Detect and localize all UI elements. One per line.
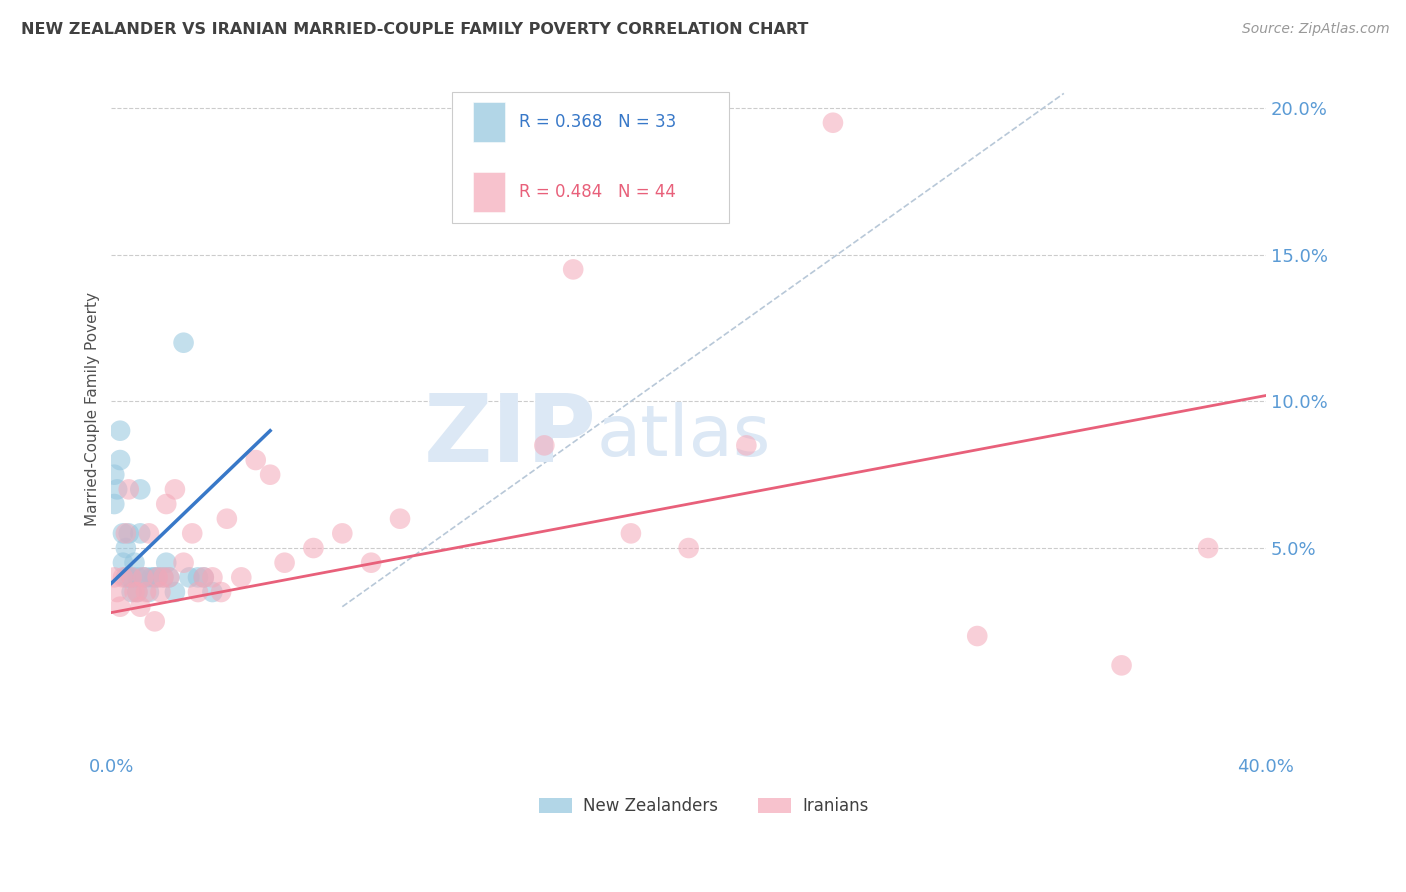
- Point: [152, 570, 174, 584]
- Point: [1197, 541, 1219, 555]
- Point: [129, 599, 152, 614]
- Point: [302, 541, 325, 555]
- Point: [127, 585, 149, 599]
- Point: [146, 570, 169, 584]
- Point: [121, 570, 143, 584]
- Point: [821, 116, 844, 130]
- Point: [966, 629, 988, 643]
- Point: [155, 497, 177, 511]
- Point: [118, 483, 141, 497]
- Point: [149, 585, 172, 599]
- Point: [108, 424, 131, 438]
- Point: [533, 438, 555, 452]
- Point: [181, 526, 204, 541]
- Point: [163, 483, 186, 497]
- Point: [1111, 658, 1133, 673]
- Point: [103, 570, 125, 584]
- Point: [111, 556, 134, 570]
- Text: Iranians: Iranians: [803, 797, 869, 814]
- Point: [138, 585, 160, 599]
- Point: [259, 467, 281, 482]
- Point: [187, 585, 209, 599]
- Point: [138, 526, 160, 541]
- Point: [620, 526, 643, 541]
- Point: [163, 585, 186, 599]
- Point: [105, 483, 128, 497]
- Text: New Zealanders: New Zealanders: [583, 797, 718, 814]
- FancyBboxPatch shape: [472, 172, 505, 212]
- Point: [121, 570, 143, 584]
- Point: [201, 570, 224, 584]
- Point: [187, 570, 209, 584]
- Point: [135, 570, 157, 584]
- Point: [735, 438, 758, 452]
- Point: [118, 526, 141, 541]
- Point: [143, 615, 166, 629]
- Point: [135, 585, 157, 599]
- Point: [245, 453, 267, 467]
- Y-axis label: Married-Couple Family Poverty: Married-Couple Family Poverty: [86, 292, 100, 525]
- Point: [215, 512, 238, 526]
- Text: NEW ZEALANDER VS IRANIAN MARRIED-COUPLE FAMILY POVERTY CORRELATION CHART: NEW ZEALANDER VS IRANIAN MARRIED-COUPLE …: [21, 22, 808, 37]
- FancyBboxPatch shape: [538, 798, 572, 814]
- Text: ZIP: ZIP: [423, 391, 596, 483]
- Point: [132, 570, 155, 584]
- Point: [124, 556, 146, 570]
- Point: [173, 335, 195, 350]
- FancyBboxPatch shape: [451, 92, 730, 223]
- Point: [193, 570, 215, 584]
- Point: [121, 585, 143, 599]
- Point: [111, 570, 134, 584]
- Point: [143, 570, 166, 584]
- Point: [152, 570, 174, 584]
- Point: [103, 497, 125, 511]
- Text: Source: ZipAtlas.com: Source: ZipAtlas.com: [1241, 22, 1389, 37]
- Point: [273, 556, 295, 570]
- Point: [115, 541, 138, 555]
- Point: [562, 262, 585, 277]
- Point: [115, 526, 138, 541]
- Point: [127, 570, 149, 584]
- Point: [141, 570, 163, 584]
- Point: [111, 526, 134, 541]
- Point: [231, 570, 253, 584]
- Point: [173, 556, 195, 570]
- Point: [157, 570, 180, 584]
- Point: [193, 570, 215, 584]
- Point: [201, 585, 224, 599]
- Point: [115, 570, 138, 584]
- Point: [108, 453, 131, 467]
- FancyBboxPatch shape: [758, 798, 792, 814]
- FancyBboxPatch shape: [472, 102, 505, 142]
- Text: R = 0.484   N = 44: R = 0.484 N = 44: [519, 183, 676, 202]
- Point: [124, 585, 146, 599]
- Point: [118, 570, 141, 584]
- Point: [127, 585, 149, 599]
- Text: R = 0.368   N = 33: R = 0.368 N = 33: [519, 113, 676, 131]
- Point: [209, 585, 232, 599]
- Text: atlas: atlas: [596, 401, 770, 471]
- Point: [330, 526, 353, 541]
- Point: [146, 570, 169, 584]
- Point: [132, 570, 155, 584]
- Point: [360, 556, 382, 570]
- Point: [155, 556, 177, 570]
- Point: [129, 526, 152, 541]
- Point: [179, 570, 201, 584]
- Point: [678, 541, 700, 555]
- Point: [105, 585, 128, 599]
- Point: [108, 599, 131, 614]
- Point: [103, 467, 125, 482]
- Point: [389, 512, 412, 526]
- Point: [157, 570, 180, 584]
- Point: [129, 483, 152, 497]
